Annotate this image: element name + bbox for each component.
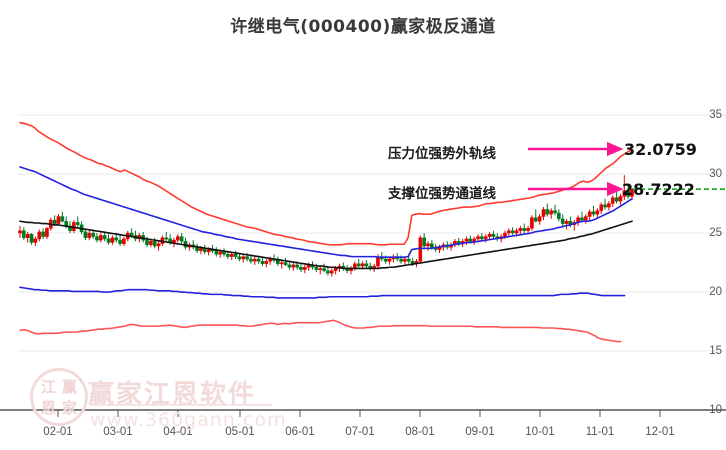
x-axis-tick-label: 12-01 [645,426,675,438]
x-axis-tick-label: 09-01 [465,426,495,438]
y-axis-tick-label: 25 [709,227,722,240]
x-axis-tick-label: 03-01 [103,426,133,438]
grid-lines [18,114,726,411]
channel-lines [19,121,633,343]
annotation-arrows [528,141,624,197]
annotation-label: 支撑位强势通道线 [388,186,496,202]
axis-lines [0,409,726,417]
y-axis-tick-label: 20 [709,286,722,299]
annotation-value: 32.0759 [624,140,697,159]
y-axis-tick-label: 35 [709,109,722,122]
x-axis-tick-label: 05-01 [225,426,255,438]
x-axis-tick-label: 11-01 [585,426,615,438]
x-axis-tick-label: 04-01 [163,426,193,438]
watermark-divider [90,404,272,406]
x-axis-tick-label: 08-01 [405,426,435,438]
annotation-value: 28.7222 [622,180,695,199]
x-axis-tick-label: 07-01 [345,426,375,438]
page-title: 许继电气(000400)赢家极反通道 [230,17,496,37]
y-axis-tick-label: 10 [709,404,722,416]
annotation-label: 压力位强势外轨线 [388,146,496,162]
y-axis-tick-label: 15 [709,345,722,357]
candlestick-series [18,175,634,277]
x-axis-tick-label: 10-01 [525,426,555,438]
x-axis-tick-label: 02-01 [43,426,73,438]
x-axis-tick-label: 06-01 [285,426,315,438]
y-axis-tick-label: 30 [709,168,722,181]
